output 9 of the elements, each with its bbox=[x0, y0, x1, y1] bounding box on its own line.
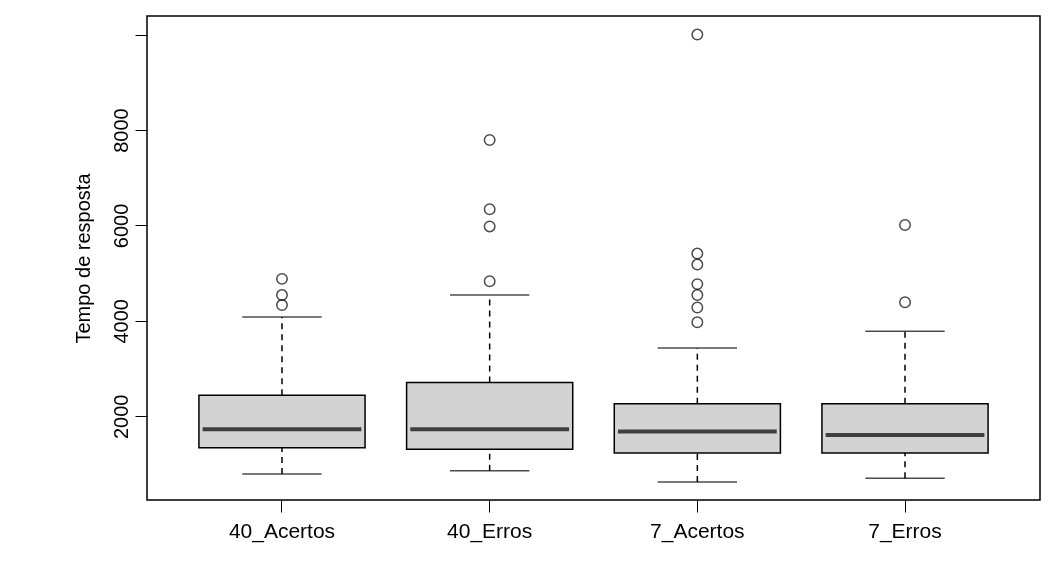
x-tick-label: 7_Acertos bbox=[650, 518, 745, 543]
x-tick-label: 40_Acertos bbox=[228, 518, 336, 543]
y-tick-label: 6000 bbox=[109, 203, 132, 249]
y-tick-label: 2000 bbox=[109, 394, 132, 440]
y-tick-label: 4000 bbox=[109, 299, 132, 344]
y-tick-label: 8000 bbox=[109, 108, 132, 153]
x-tick-label: 40_Erros bbox=[447, 518, 533, 543]
y-axis-title: Tempo de resposta bbox=[71, 172, 94, 344]
x-tick-label: 7_Erros bbox=[868, 518, 942, 543]
